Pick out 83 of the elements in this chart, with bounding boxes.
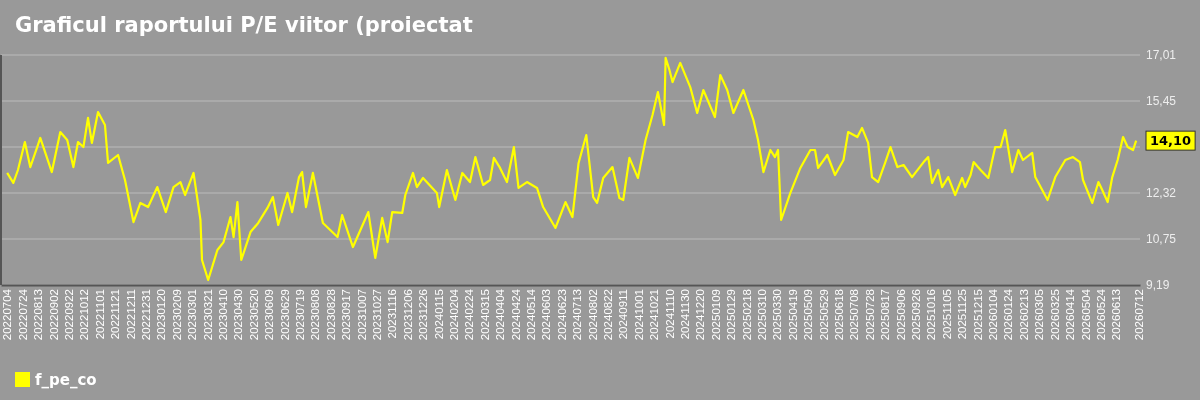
x-tick-label: 20231206 bbox=[401, 289, 414, 341]
x-tick-label: 20251215 bbox=[971, 289, 984, 341]
x-tick-label: 20230410 bbox=[216, 289, 229, 341]
y-tick-label: 9,19 bbox=[1146, 278, 1170, 293]
x-tick-label: 20260504 bbox=[1079, 288, 1092, 341]
x-tick-label: 20250109 bbox=[709, 289, 722, 341]
x-tick-label: 20250926 bbox=[910, 289, 923, 341]
x-tick-label: 20240713 bbox=[571, 289, 584, 341]
x-tick-label: 20220922 bbox=[62, 289, 75, 341]
x-tick-label: 20250708 bbox=[848, 289, 861, 341]
y-tick-label: 12,32 bbox=[1146, 186, 1177, 201]
x-tick-label: 20240822 bbox=[602, 289, 615, 341]
x-tick-label: 20250906 bbox=[894, 289, 907, 341]
x-tick-label: 20230609 bbox=[263, 289, 276, 341]
x-tick-label: 20260305 bbox=[1033, 289, 1046, 341]
x-tick-label: 20241001 bbox=[632, 289, 645, 341]
x-tick-label: 20240204 bbox=[448, 288, 461, 341]
x-tick-label: 20260124 bbox=[1002, 288, 1015, 341]
x-tick-label: 20220724 bbox=[16, 288, 29, 341]
x-tick-label: 20250419 bbox=[786, 289, 799, 341]
x-tick-label: 20250817 bbox=[879, 289, 892, 341]
x-tick-label: 20241220 bbox=[694, 289, 707, 341]
x-tick-label: 20240514 bbox=[525, 288, 538, 341]
x-tick-label: 20250129 bbox=[725, 289, 738, 341]
x-tick-label: 20230430 bbox=[232, 289, 245, 341]
x-tick-label: 20240623 bbox=[555, 289, 568, 341]
y-tick-label: 17,01 bbox=[1146, 48, 1177, 63]
x-tick-label: 20231116 bbox=[386, 289, 399, 339]
x-tick-label: 20230629 bbox=[278, 289, 291, 341]
x-tick-label: 20230520 bbox=[247, 289, 260, 341]
x-tick-label: 20251105 bbox=[940, 289, 953, 340]
x-tick-label: 20221101 bbox=[93, 289, 106, 340]
x-tick-label: 20251125 bbox=[956, 289, 969, 340]
x-tick-label: 20240115 bbox=[432, 289, 445, 340]
x-tick-label: 20260414 bbox=[1064, 288, 1077, 341]
x-tick-label: 20260325 bbox=[1048, 289, 1061, 341]
x-tick-label: 20230209 bbox=[170, 289, 183, 341]
x-tick-label: 20231226 bbox=[417, 289, 430, 341]
x-tick-label: 20260613 bbox=[1110, 289, 1123, 341]
x-tick-label: 20240404 bbox=[494, 288, 507, 341]
x-tick-label: 20230917 bbox=[340, 289, 353, 341]
x-tick-label: 20240911 bbox=[617, 289, 630, 340]
x-tick-label: 20230321 bbox=[201, 289, 214, 341]
x-tick-label: 20260104 bbox=[987, 288, 1000, 341]
chart-title: Graficul raportului P/E viitor (proiectat bbox=[15, 13, 473, 37]
x-tick-label: 20220902 bbox=[47, 289, 60, 341]
x-tick-label: 20231027 bbox=[371, 289, 383, 341]
x-tick-label: 20230828 bbox=[324, 289, 337, 341]
x-tick-label: 20250728 bbox=[863, 289, 876, 341]
x-tick-label: 20230301 bbox=[186, 289, 199, 341]
x-tick-label: 20221231 bbox=[139, 289, 152, 341]
y-tick-label: 15,45 bbox=[1146, 94, 1177, 109]
text: 14,10 bbox=[1150, 133, 1192, 149]
x-tick-label: 20260524 bbox=[1094, 288, 1107, 341]
x-tick-label: 20250618 bbox=[833, 289, 846, 341]
line-series bbox=[6, 56, 1138, 282]
x-tick-label: 20251016 bbox=[925, 289, 938, 341]
x-tick-label: 20260213 bbox=[1017, 289, 1030, 341]
x-tick-label: 20240224 bbox=[463, 288, 476, 341]
x-tick-label: 20230719 bbox=[293, 289, 306, 341]
x-tick-label: 20241110 bbox=[663, 289, 676, 339]
x-tick-label: 20230120 bbox=[155, 289, 168, 341]
x-tick-label: 20230808 bbox=[309, 289, 322, 341]
x-tick-label: 20240603 bbox=[540, 289, 553, 341]
x-tick-label: 20250218 bbox=[740, 289, 753, 341]
x-tick-label: 20241021 bbox=[648, 289, 661, 341]
x-tick-label: 20250310 bbox=[756, 289, 769, 341]
x-tick-label: 20240424 bbox=[509, 288, 522, 341]
x-tick-label: 20231007 bbox=[355, 289, 368, 341]
x-tick-label: 20240315 bbox=[478, 289, 491, 341]
legend-label: f_pe_co bbox=[35, 371, 97, 389]
x-tick-label: 20220704 bbox=[1, 288, 14, 341]
x-tick-label: 20250509 bbox=[802, 289, 815, 341]
x-tick-label: 20221121 bbox=[109, 289, 122, 340]
x-tick-label: 20260712 bbox=[1132, 289, 1145, 341]
x-tick-label: 20220813 bbox=[32, 289, 45, 341]
x-tick-label: 20241130 bbox=[679, 289, 692, 340]
y-tick-label: 10,75 bbox=[1146, 232, 1177, 247]
x-tick-label: 20221211 bbox=[124, 289, 137, 340]
x-tick-label: 20240802 bbox=[586, 289, 599, 341]
x-tick-label: 20250529 bbox=[817, 289, 830, 341]
x-tick-label: 20250330 bbox=[771, 289, 784, 341]
x-tick-label: 20221012 bbox=[78, 289, 91, 341]
